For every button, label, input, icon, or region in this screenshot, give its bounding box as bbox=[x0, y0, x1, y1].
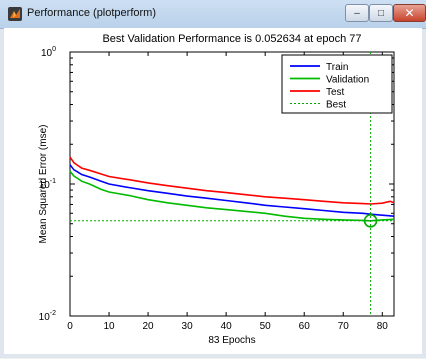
x-tick-label: 30 bbox=[182, 321, 194, 332]
maximize-icon: □ bbox=[377, 7, 385, 19]
close-button[interactable]: ✕ bbox=[393, 4, 426, 22]
window-title: Performance (plotperform) bbox=[27, 7, 156, 19]
chart-title: Best Validation Performance is 0.052634 … bbox=[102, 33, 361, 45]
best-point-marker bbox=[363, 213, 378, 228]
series-line-train bbox=[69, 164, 395, 217]
x-axis-label: 83 Epochs bbox=[208, 335, 255, 346]
legend-label-train: Train bbox=[326, 62, 348, 73]
y-tick-exponent: 0 bbox=[52, 46, 56, 53]
y-tick-exponent: -2 bbox=[50, 310, 56, 317]
figure-area: Best Validation Performance is 0.052634 … bbox=[4, 28, 422, 354]
legend-label-validation: Validation bbox=[326, 75, 369, 86]
y-tick-base: 10 bbox=[39, 180, 51, 191]
x-tick-label: 40 bbox=[221, 321, 233, 332]
maximize-button[interactable]: □ bbox=[369, 4, 393, 22]
close-icon: ✕ bbox=[404, 6, 415, 20]
y-tick-label: 10-1 bbox=[39, 178, 56, 191]
y-tick-base: 10 bbox=[41, 48, 53, 59]
x-tick-label: 70 bbox=[338, 321, 350, 332]
y-axis-label: Mean Squared Error (mse) bbox=[38, 125, 49, 244]
x-tick-label: 80 bbox=[377, 321, 389, 332]
y-tick-label: 10-2 bbox=[39, 310, 56, 323]
x-tick-label: 60 bbox=[299, 321, 311, 332]
minimize-icon: – bbox=[354, 7, 360, 19]
performance-chart: Best Validation Performance is 0.052634 … bbox=[38, 33, 395, 346]
title-bar[interactable]: Performance (plotperform) – □ ✕ bbox=[0, 0, 426, 29]
legend-label-best: Best bbox=[326, 100, 346, 111]
y-tick-exponent: -1 bbox=[50, 178, 56, 185]
x-tick-label: 20 bbox=[143, 321, 155, 332]
series-line-test bbox=[69, 156, 395, 205]
y-tick-base: 10 bbox=[39, 312, 51, 323]
matlab-icon bbox=[8, 7, 22, 21]
x-tick-label: 50 bbox=[260, 321, 272, 332]
x-tick-label: 10 bbox=[103, 321, 115, 332]
series-line-validation bbox=[69, 170, 395, 222]
y-tick-label: 100 bbox=[41, 46, 56, 59]
legend-label-test: Test bbox=[326, 87, 345, 98]
x-tick-label: 0 bbox=[67, 321, 73, 332]
legend-box bbox=[281, 54, 393, 114]
minimize-button[interactable]: – bbox=[345, 4, 369, 22]
